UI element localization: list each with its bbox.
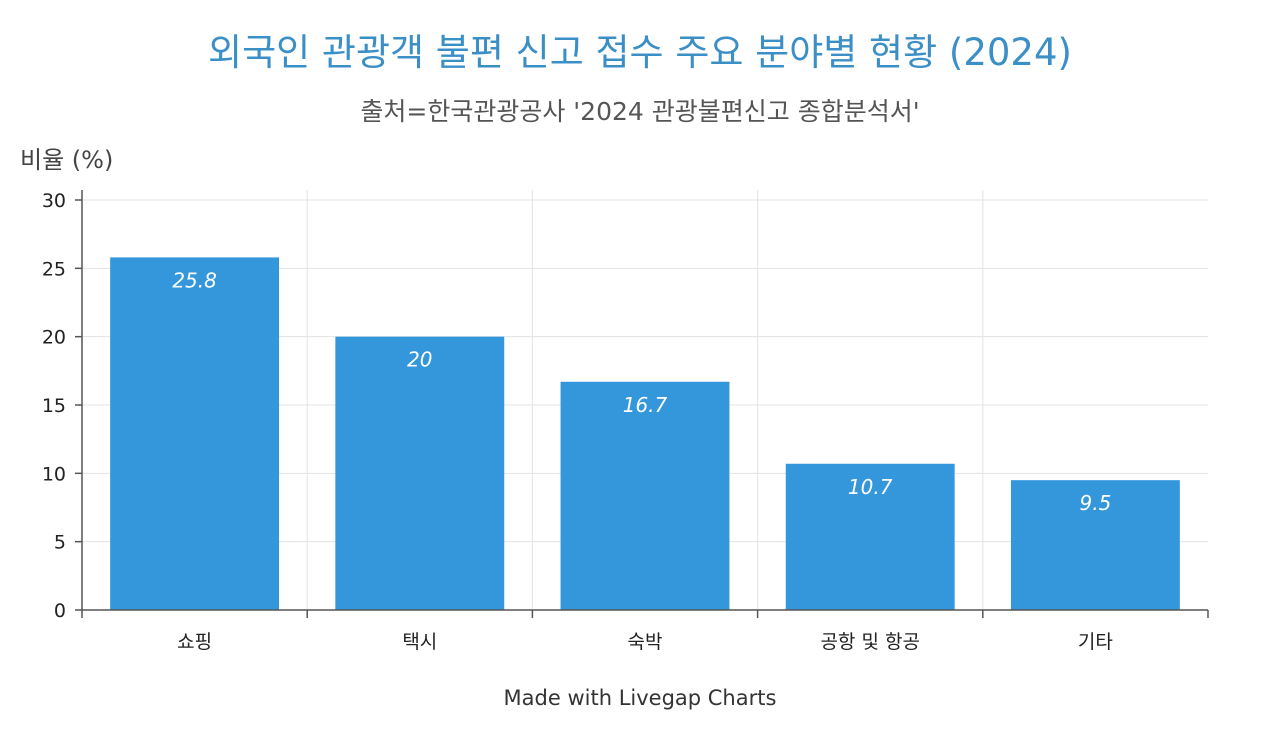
chart-title: 외국인 관광객 불편 신고 접수 주요 분야별 현황 (2024) bbox=[208, 31, 1072, 74]
y-tick-label: 5 bbox=[54, 532, 66, 554]
category-label: 숙박 bbox=[628, 631, 663, 653]
data-label: 20 bbox=[407, 348, 432, 372]
bar-layer bbox=[110, 257, 1180, 610]
bar-택시 bbox=[335, 336, 505, 610]
data-label: 16.7 bbox=[623, 393, 668, 417]
y-tick-label: 20 bbox=[42, 327, 66, 349]
data-label: 9.5 bbox=[1079, 491, 1111, 515]
bar-숙박 bbox=[560, 381, 730, 610]
y-tick-label: 25 bbox=[42, 258, 66, 280]
category-label: 쇼핑 bbox=[177, 631, 212, 653]
bar-쇼핑 bbox=[110, 257, 280, 610]
y-axis-label: 비율 (%) bbox=[20, 146, 113, 174]
bar-기타 bbox=[1010, 480, 1180, 610]
axis-layer bbox=[75, 190, 1209, 618]
y-tick-label: 10 bbox=[42, 463, 66, 485]
y-tick-label: 0 bbox=[54, 600, 66, 622]
category-label: 기타 bbox=[1078, 631, 1113, 653]
y-tick-label: 30 bbox=[42, 190, 66, 212]
bar-공항 및 항공 bbox=[785, 463, 955, 610]
watermark[interactable]: Made with Livegap Charts bbox=[503, 686, 777, 710]
label-layer: 0 5 10 15 20 25 30 25.8 쇼핑 20 택시 16.7 숙박 10.7 공항 및 항공 9… bbox=[42, 190, 1113, 653]
y-tick-label: 15 bbox=[42, 395, 66, 417]
data-label: 25.8 bbox=[172, 268, 217, 292]
data-label: 10.7 bbox=[848, 475, 893, 499]
category-label: 택시 bbox=[402, 631, 437, 653]
chart-subtitle: 출처=한국관광공사 '2024 관광불편신고 종합분석서' bbox=[360, 97, 920, 126]
category-label: 공항 및 항공 bbox=[820, 631, 919, 653]
